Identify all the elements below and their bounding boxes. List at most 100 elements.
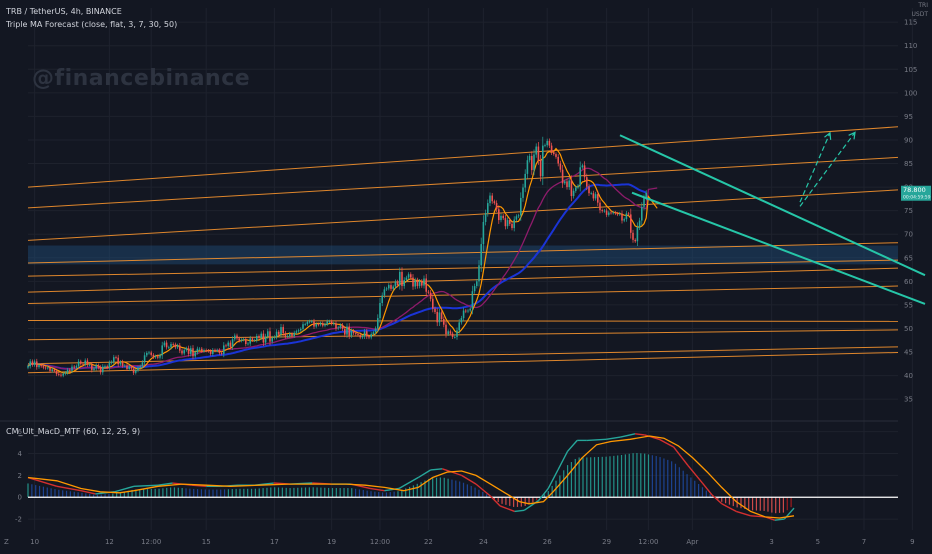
macd-histogram-bar (663, 458, 665, 498)
candle-body (245, 339, 247, 345)
macd-histogram-bar (624, 454, 626, 498)
candle-body (502, 215, 504, 219)
candle-body (190, 348, 192, 354)
candle-body (289, 333, 291, 336)
macd-histogram-bar (482, 491, 484, 498)
candle-body (328, 321, 331, 323)
candle-body (251, 338, 254, 341)
candle-body (201, 348, 203, 352)
candle-body (71, 366, 73, 371)
candle-body (207, 350, 210, 352)
candle-body (434, 308, 436, 312)
y-tick-label: 50 (904, 325, 913, 333)
candle-body (108, 362, 111, 368)
candle-body (372, 332, 375, 335)
macd-histogram-bar (778, 497, 781, 513)
trend-line (27, 267, 899, 293)
macd-histogram-bar (262, 488, 264, 498)
macd-histogram-bar (247, 488, 249, 498)
candle-body (181, 350, 183, 354)
candle-body (509, 220, 511, 224)
macd-histogram-bar (424, 480, 426, 498)
axis-corner-mark: Z (4, 538, 9, 546)
candle-body (308, 321, 311, 323)
candle-body (203, 350, 205, 352)
macd-histogram-bar (516, 497, 519, 507)
candle-body (282, 327, 284, 334)
macd-histogram-bar (223, 489, 226, 498)
candle-body (91, 364, 93, 370)
candle-body (440, 312, 443, 320)
macd-histogram-bar (559, 475, 561, 498)
macd-histogram-bar (775, 497, 777, 514)
candle-body (126, 365, 128, 369)
macd-histogram-bar (358, 489, 361, 498)
macd-histogram-bar (667, 459, 669, 498)
macd-histogram-bar (285, 487, 287, 498)
candle-body (148, 352, 150, 354)
macd-histogram-bar (524, 497, 526, 506)
macd-histogram-bar (748, 497, 750, 510)
candle-body (489, 195, 491, 204)
macd-histogram-bar (62, 490, 64, 498)
macd-histogram-bar (185, 488, 187, 498)
symbol-title[interactable]: TRB / TetherUS, 4h, BINANCE (6, 7, 122, 16)
macd-histogram-bar (462, 482, 465, 498)
macd-histogram-bar (767, 497, 769, 512)
macd-histogram-bar (104, 494, 106, 498)
trend-line (27, 126, 899, 188)
candle-body (577, 185, 579, 188)
macd-legend[interactable]: CM_Ult_MacD_MTF (60, 12, 25, 9) (6, 427, 141, 436)
candle-body (240, 339, 243, 341)
candle-body (443, 319, 445, 325)
candle-body (632, 232, 634, 240)
trend-line (27, 189, 899, 241)
macd-line-segment (475, 483, 491, 497)
macd-line-segment (673, 446, 689, 466)
macd-line-segment (56, 485, 82, 492)
macd-histogram-bar (412, 485, 415, 498)
candle-body (555, 154, 557, 157)
macd-histogram-bar (289, 488, 291, 498)
macd-histogram-bar (721, 497, 723, 502)
trend-line (27, 259, 899, 277)
macd-histogram-bar (92, 494, 95, 498)
candle-body (412, 277, 414, 287)
candle-body (27, 366, 29, 368)
candle-body (355, 333, 357, 335)
candle-body (278, 331, 280, 335)
candle-body (432, 298, 434, 309)
macd-histogram-bar (54, 489, 56, 498)
candle-body (80, 361, 82, 364)
macd-histogram-bar (177, 487, 179, 498)
indicator-legend[interactable]: Triple MA Forecast (close, flat, 3, 7, 3… (6, 20, 178, 29)
candle-body (359, 335, 361, 338)
candle-body (137, 367, 139, 371)
candle-body (154, 356, 157, 358)
macd-histogram-bar (698, 484, 700, 498)
candle-body (62, 373, 64, 376)
candle-body (515, 216, 518, 220)
macd-histogram-bar (189, 488, 191, 498)
trend-line (27, 351, 899, 374)
macd-histogram-bar (509, 497, 511, 506)
macd-histogram-bar (335, 488, 337, 498)
candle-body (212, 350, 214, 354)
macd-histogram-bar (474, 487, 476, 498)
candle-body (344, 328, 346, 335)
candle-body (346, 326, 348, 335)
macd-histogram-bar (751, 497, 754, 511)
macd-histogram-bar (601, 456, 603, 498)
macd-line-segment (114, 485, 135, 493)
macd-line-segment (687, 465, 704, 484)
macd-histogram-bar (116, 493, 118, 498)
macd-histogram-bar (671, 461, 673, 498)
macd-histogram-bar (231, 489, 233, 498)
macd-histogram-bar (389, 492, 391, 498)
candle-body (172, 344, 174, 345)
candle-body (524, 173, 526, 188)
candle-body (170, 344, 172, 348)
candle-body (504, 218, 507, 227)
candle-body (394, 281, 397, 287)
x-tick-label: 24 (479, 538, 488, 546)
